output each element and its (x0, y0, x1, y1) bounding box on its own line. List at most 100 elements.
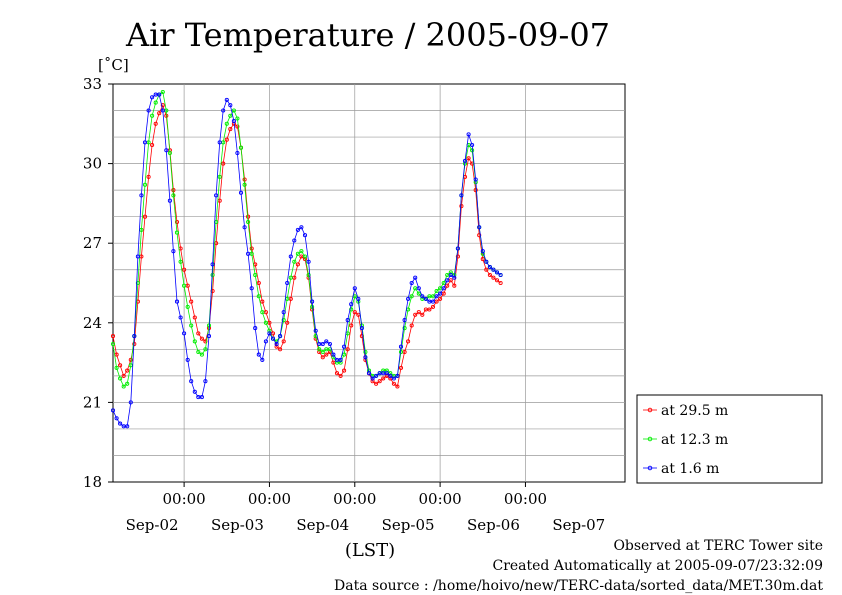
data-point (118, 363, 123, 368)
x-date-label: Sep-04 (296, 516, 349, 534)
data-point (182, 283, 187, 288)
data-point (413, 312, 418, 317)
data-point (342, 344, 347, 349)
x-tick-label: 00:00 (504, 490, 547, 508)
data-point (192, 389, 197, 394)
data-point (349, 307, 354, 312)
data-point (228, 113, 233, 118)
data-point (142, 214, 148, 219)
data-point (331, 352, 336, 357)
y-tick-label: 33 (83, 75, 102, 93)
data-point (235, 150, 240, 156)
legend-label: at 12.3 m (661, 432, 728, 448)
data-point (221, 108, 226, 113)
data-point (366, 371, 372, 376)
data-point (477, 233, 482, 238)
data-point (189, 379, 194, 384)
data-point (221, 161, 226, 166)
data-point (363, 349, 368, 355)
y-tick-label: 27 (83, 234, 102, 252)
data-point (374, 373, 379, 378)
data-point (455, 246, 460, 251)
data-point (299, 249, 304, 254)
data-point (249, 246, 254, 251)
data-point (132, 334, 137, 339)
x-gridlines (183, 84, 526, 482)
legend-label: at 29.5 m (661, 403, 728, 419)
data-point (256, 280, 261, 286)
data-point (174, 219, 180, 225)
data-point (118, 421, 123, 426)
data-point (164, 148, 169, 153)
data-point (249, 286, 254, 291)
data-point (295, 251, 300, 256)
data-point (253, 272, 258, 278)
data-point (484, 259, 489, 264)
data-point (281, 310, 286, 315)
data-point (281, 318, 286, 323)
data-point (118, 376, 123, 381)
x-ticks: 00:00 00:00 00:00 00:00 00:00 Sep-02 Sep-03 Sep… (126, 482, 605, 534)
data-point (441, 280, 446, 286)
data-point (285, 320, 290, 325)
footer-observed: Observed at TERC Tower site (613, 538, 823, 554)
data-point (416, 286, 421, 291)
y-tick-label: 24 (83, 314, 102, 332)
data-point (487, 272, 492, 278)
x-date-label: Sep-05 (382, 516, 435, 534)
data-point (413, 275, 418, 280)
data-point (150, 95, 155, 100)
data-point (342, 352, 347, 357)
data-point (260, 357, 265, 362)
data-point (224, 97, 229, 102)
data-point (406, 339, 411, 344)
data-point (185, 304, 190, 309)
data-point (114, 416, 119, 421)
data-point (278, 334, 283, 339)
data-point (157, 92, 162, 97)
y-axis-label: [˚C] (98, 56, 129, 74)
data-point (391, 376, 396, 381)
data-point (391, 381, 396, 386)
data-point (125, 381, 130, 386)
data-point (345, 318, 350, 323)
data-point (470, 142, 475, 148)
data-point (260, 299, 265, 304)
data-point (235, 116, 240, 121)
data-point (242, 182, 247, 187)
plot-frame (112, 83, 626, 483)
data-point (182, 267, 187, 272)
data-point (324, 352, 329, 357)
data-point (125, 424, 130, 429)
data-point (110, 334, 116, 339)
data-point (274, 344, 279, 349)
y-tick-label: 21 (83, 393, 102, 411)
data-point (253, 326, 258, 331)
data-point (359, 326, 364, 331)
data-point (430, 299, 436, 304)
series-0 (110, 103, 503, 389)
data-point (274, 341, 279, 347)
data-point (267, 328, 272, 333)
data-point (150, 142, 155, 148)
series-line (112, 104, 501, 388)
data-point (189, 323, 194, 328)
data-point (263, 339, 268, 344)
data-point (420, 294, 425, 299)
data-point (334, 371, 340, 376)
data-point (210, 262, 215, 267)
data-point (402, 318, 407, 323)
data-point (174, 299, 180, 304)
data-point (327, 341, 332, 347)
data-point (434, 294, 439, 299)
data-point (434, 288, 439, 294)
data-point (267, 331, 272, 336)
data-point (210, 272, 215, 278)
data-point (224, 121, 229, 126)
data-point (238, 190, 244, 195)
data-point (174, 230, 180, 235)
data-point (302, 254, 308, 259)
data-point (171, 193, 176, 198)
data-point (313, 328, 318, 333)
data-point (338, 360, 343, 365)
